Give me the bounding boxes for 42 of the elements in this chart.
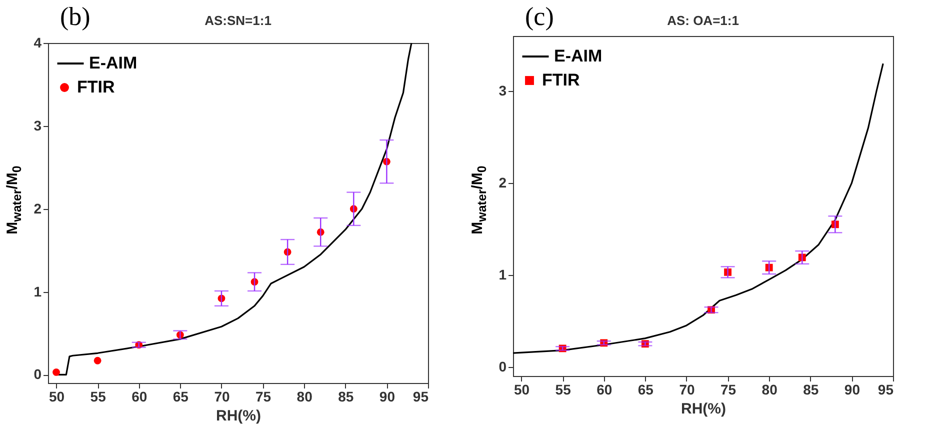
x-tick-label: 60 [596, 382, 612, 398]
legend-label: E-AIM [89, 54, 138, 72]
legend-label: FTIR [77, 78, 115, 96]
y-tick-label: 2 [34, 200, 42, 216]
x-tick-label: 60 [132, 388, 148, 404]
y-tick-label: 3 [498, 82, 507, 99]
x-tick-label: 75 [720, 382, 736, 398]
x-tick-label: 95 [412, 388, 429, 404]
x-axis-title: RH(%) [216, 408, 261, 424]
point [94, 356, 102, 364]
chart-title: AS: OA=1:1 [667, 13, 739, 28]
x-tick-label: 55 [90, 388, 106, 404]
text: (c) [525, 2, 554, 32]
x-tick-label: 65 [172, 388, 189, 404]
x-tick-label: 90 [844, 382, 860, 398]
x-tick-label: 75 [255, 388, 272, 404]
legend-label: E-AIM [554, 46, 602, 66]
y-tick-label: 0 [498, 358, 507, 374]
x-tick-label: 80 [296, 388, 313, 404]
line-series [512, 62, 884, 354]
x-tick-label: 50 [514, 382, 530, 398]
x-tick-label: 90 [379, 388, 396, 404]
x-tick-label: 70 [679, 382, 695, 398]
x-tick-label: 65 [638, 382, 654, 398]
x-tick-label: 85 [338, 388, 354, 404]
y-tick-label: 4 [34, 34, 42, 50]
y-tick-label: 1 [34, 283, 42, 300]
x-tick-label: 70 [214, 388, 230, 404]
legend-label: FTIR [542, 70, 580, 90]
x-tick-label: 95 [878, 382, 894, 398]
y-tick-label: 3 [34, 117, 42, 134]
y-tick-label: 1 [498, 266, 507, 282]
y-tick-label: 0 [34, 366, 42, 382]
x-axis-title: RH(%) [681, 400, 726, 418]
y-tick-label: 2 [498, 174, 507, 191]
x-tick-label: 85 [803, 382, 819, 398]
chart-title: AS:SN=1:1 [204, 13, 272, 28]
x-tick-label: 80 [762, 382, 778, 398]
x-tick-label: 50 [48, 388, 65, 404]
text: (b) [60, 2, 90, 32]
point [52, 368, 60, 376]
x-tick-label: 55 [555, 382, 572, 398]
